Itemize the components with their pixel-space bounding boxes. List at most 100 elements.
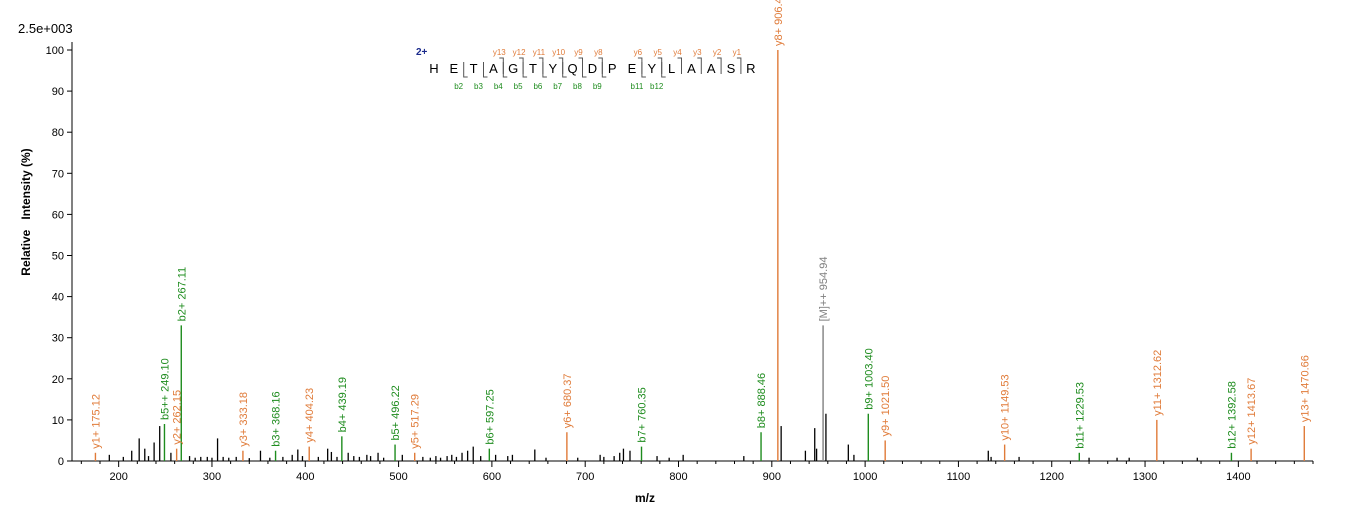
peak-labels: y1+ 175.12 b5++ 249.10 y2+ 262.15 b2+ 267.1…	[90, 0, 1311, 449]
y-ion-label: y1	[733, 48, 742, 57]
b-cleavage-marker	[562, 62, 567, 78]
sequence-residue: T	[470, 61, 478, 76]
b-ion-label: b8	[573, 82, 582, 91]
peak-label: b2+ 267.11	[176, 267, 188, 322]
peaks	[94, 50, 1305, 461]
sequence-residue: A	[489, 61, 498, 76]
b-ion-label: b9	[593, 82, 602, 91]
y-tick-label: 90	[52, 86, 64, 98]
sequence-residue: D	[588, 61, 597, 76]
peak-label: y8+ 906.47	[773, 0, 785, 46]
x-tick-label: 1200	[1039, 471, 1063, 483]
sequence-residue: Q	[568, 61, 578, 76]
y-tick-label: 0	[58, 456, 64, 468]
x-tick-label: 900	[763, 471, 781, 483]
sequence-residue: G	[508, 61, 518, 76]
peak-label: b11+ 1229.53	[1074, 382, 1086, 449]
y-ion-label: y2	[713, 48, 722, 57]
y-ion-label: y12	[513, 48, 526, 57]
x-tick-label: 1400	[1226, 471, 1250, 483]
y-axis-title: Relative Intensity (%)	[19, 148, 33, 275]
b-cleavage-marker	[483, 62, 488, 78]
peak-label: b6+ 597.25	[484, 389, 496, 444]
x-tick-label: 1300	[1133, 471, 1157, 483]
y-tick-label: 10	[52, 415, 64, 427]
b-cleavage-marker	[582, 62, 587, 78]
x-tick-label: 400	[296, 471, 314, 483]
peak-label: b5+ 496.22	[390, 385, 402, 440]
y-cleavage-marker	[558, 57, 564, 74]
b-cleavage-marker	[542, 62, 547, 78]
y-cleavage-marker	[657, 57, 663, 74]
intensity-scale-label: 2.5e+003	[18, 21, 73, 36]
y-cleavage-marker	[677, 57, 682, 74]
y-ion-label: y9	[574, 48, 583, 57]
x-axis-title: m/z	[635, 491, 655, 505]
peak-label: y5+ 517.29	[410, 394, 422, 449]
peak-label: y3+ 333.18	[238, 392, 250, 447]
b-ion-label: b4	[494, 82, 503, 91]
x-tick-label: 700	[576, 471, 594, 483]
b-cleavage-marker	[463, 62, 468, 78]
sequence-residue: Y	[647, 61, 656, 76]
peak-label: b5++ 249.10	[159, 358, 171, 420]
sequence-residue: L	[668, 61, 675, 76]
y-cleavage-marker	[538, 57, 544, 74]
sequence-residue: A	[707, 61, 716, 76]
x-tick-label: 600	[483, 471, 501, 483]
peak-label: b3+ 368.16	[271, 391, 283, 446]
y-ion-label: y8	[594, 48, 603, 57]
b-ion-label: b2	[454, 82, 463, 91]
y-cleavage-marker	[499, 57, 504, 74]
x-tick-label: 300	[203, 471, 221, 483]
peak-label: b4+ 439.19	[337, 377, 349, 432]
peak-label: y4+ 404.23	[304, 388, 316, 443]
y-tick-label: 70	[52, 168, 64, 180]
y-tick-label: 20	[52, 374, 64, 386]
b-ion-label: b5	[514, 82, 523, 91]
sequence-residue: P	[608, 61, 617, 76]
peak-label: b12+ 1392.58	[1226, 381, 1238, 449]
y-tick-label: 50	[52, 251, 64, 263]
b-ion-label: b7	[553, 82, 562, 91]
y-cleavage-marker	[637, 57, 643, 74]
b-cleavage-marker	[502, 62, 508, 78]
peak-label: y12+ 1413.67	[1246, 378, 1258, 445]
x-tick-label: 1000	[853, 471, 877, 483]
y-ion-label: y4	[673, 48, 682, 57]
y-ion-label: y11	[533, 48, 546, 57]
peak-label: y1+ 175.12	[90, 394, 102, 449]
y-ion-label: y13	[493, 48, 506, 57]
b-ion-label: b3	[474, 82, 483, 91]
b-ion-label: b6	[533, 82, 542, 91]
y-cleavage-marker	[736, 57, 742, 74]
y-ion-label: y3	[693, 48, 702, 57]
peak-label: y11+ 1312.62	[1152, 350, 1164, 416]
b-ion-label: b11	[631, 82, 644, 91]
peak-label: y2+ 262.15	[172, 390, 184, 445]
peak-label: b9+ 1003.40	[863, 348, 875, 409]
x-tick-label: 200	[109, 471, 127, 483]
y-cleavage-marker	[697, 57, 702, 74]
peak-label: y6+ 680.37	[562, 373, 574, 428]
b-cleavage-marker	[661, 62, 666, 78]
y-tick-label: 60	[52, 209, 64, 221]
axes: 0 10 20 30 40 50 60 70 80 90 100 200 300 400 500 600 700…	[46, 42, 1314, 483]
sequence-residue: T	[529, 61, 537, 76]
y-ion-label: y5	[653, 48, 662, 57]
y-cleavage-marker	[578, 57, 583, 74]
peak-label: y10+ 1149.53	[1000, 374, 1012, 440]
peak-label: y13+ 1470.66	[1299, 355, 1311, 422]
y-ion-label: y6	[634, 48, 643, 57]
y-ion-label: y10	[552, 48, 565, 57]
y-tick-label: 100	[46, 45, 64, 57]
b-cleavage-marker	[522, 62, 528, 78]
sequence-residue: Y	[548, 61, 557, 76]
y-cleavage-marker	[717, 57, 722, 74]
y-cleavage-marker	[598, 57, 603, 74]
b-cleavage-marker	[641, 62, 646, 78]
sequence-residue: R	[746, 61, 755, 76]
